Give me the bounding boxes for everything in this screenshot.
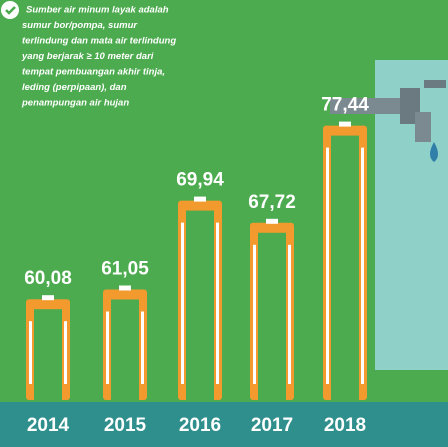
- bar-inner: [258, 232, 286, 400]
- note-line: sumur bor/pompa, sumur: [22, 20, 138, 31]
- bar-inner: [34, 309, 62, 400]
- pipe-leg: [326, 147, 329, 384]
- value-label: 69,94: [176, 170, 224, 191]
- value-label: 77,44: [321, 95, 369, 116]
- pipe-leg: [29, 321, 32, 384]
- value-label: 61,05: [101, 259, 149, 280]
- note-line: tempat pembuangan akhir tinja,: [22, 67, 165, 78]
- x-tick-label: 2018: [324, 415, 366, 436]
- bar-inner: [186, 210, 214, 400]
- pipe-leg: [181, 222, 184, 384]
- icon-check: [5, 6, 16, 15]
- pipe-leg: [253, 244, 256, 384]
- bar-inner: [111, 299, 139, 400]
- pipe-joint: [119, 285, 131, 291]
- pipe-leg: [288, 244, 291, 384]
- pipe-leg: [64, 321, 67, 384]
- icon: [1, 1, 19, 19]
- pipe-leg: [216, 222, 219, 384]
- pipe-leg: [361, 147, 364, 384]
- value-label: 60,08: [24, 268, 72, 289]
- faucet: [330, 80, 446, 162]
- value-label: 67,72: [248, 192, 296, 213]
- note-line: leding (perpipaan), dan: [22, 82, 127, 93]
- pipe-joint: [339, 121, 351, 127]
- bar-inner: [331, 135, 359, 400]
- x-tick-label: 2017: [251, 415, 293, 436]
- note-line: terlindung dan mata air terlindung: [22, 36, 176, 47]
- note-line: Sumber air minum layak adalah: [26, 5, 169, 16]
- pipe-joint: [42, 295, 54, 301]
- pipe-leg: [141, 311, 144, 384]
- bottom-strip: [0, 402, 448, 447]
- note-line: penampungan air hujan: [21, 98, 129, 109]
- pipe-leg: [106, 311, 109, 384]
- x-tick-label: 2014: [27, 415, 70, 436]
- pipe-joint: [194, 196, 206, 202]
- note-line: yang berjarak ≥ 10 meter dari: [21, 51, 154, 62]
- x-tick-label: 2015: [104, 415, 147, 436]
- pipe-joint: [266, 218, 278, 224]
- x-tick-label: 2016: [179, 415, 221, 436]
